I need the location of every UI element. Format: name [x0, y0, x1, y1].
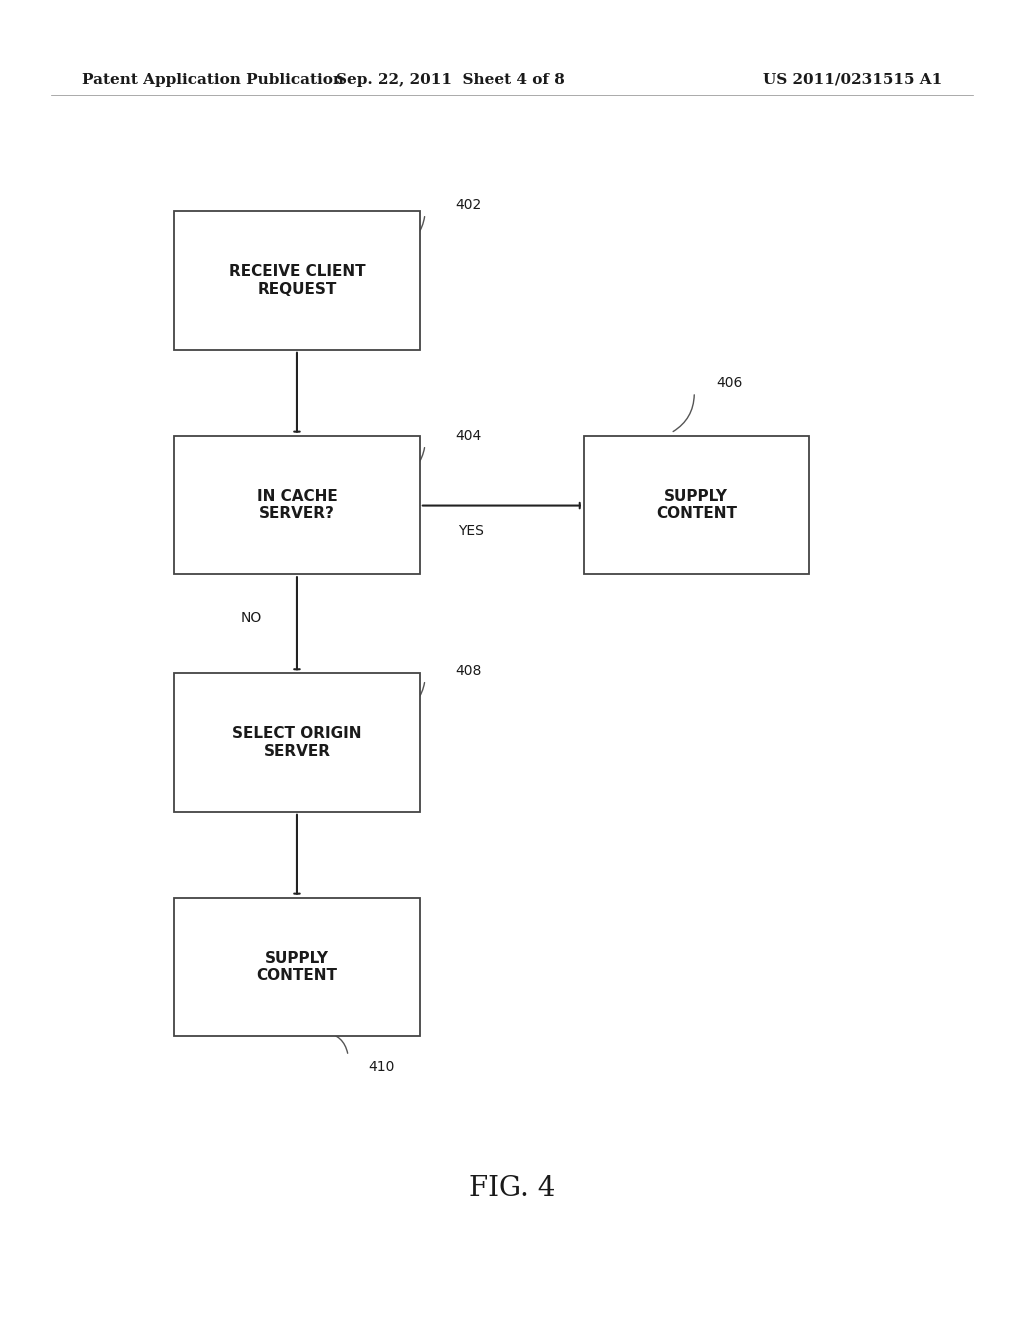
Text: RECEIVE CLIENT
REQUEST: RECEIVE CLIENT REQUEST [228, 264, 366, 297]
Text: 406: 406 [717, 376, 743, 389]
FancyBboxPatch shape [584, 436, 809, 574]
Text: SUPPLY
CONTENT: SUPPLY CONTENT [256, 950, 338, 983]
Text: 402: 402 [456, 198, 482, 211]
Text: Patent Application Publication: Patent Application Publication [82, 73, 344, 87]
Text: 408: 408 [456, 664, 482, 677]
Text: NO: NO [241, 611, 261, 624]
FancyBboxPatch shape [174, 211, 420, 350]
Text: FIG. 4: FIG. 4 [469, 1175, 555, 1201]
Text: US 2011/0231515 A1: US 2011/0231515 A1 [763, 73, 942, 87]
Text: YES: YES [458, 524, 484, 537]
Text: 410: 410 [369, 1060, 395, 1073]
Text: SELECT ORIGIN
SERVER: SELECT ORIGIN SERVER [232, 726, 361, 759]
FancyBboxPatch shape [174, 673, 420, 812]
Text: Sep. 22, 2011  Sheet 4 of 8: Sep. 22, 2011 Sheet 4 of 8 [336, 73, 565, 87]
Text: IN CACHE
SERVER?: IN CACHE SERVER? [257, 488, 337, 521]
FancyBboxPatch shape [174, 436, 420, 574]
FancyBboxPatch shape [174, 898, 420, 1036]
Text: SUPPLY
CONTENT: SUPPLY CONTENT [655, 488, 737, 521]
Text: 404: 404 [456, 429, 482, 442]
